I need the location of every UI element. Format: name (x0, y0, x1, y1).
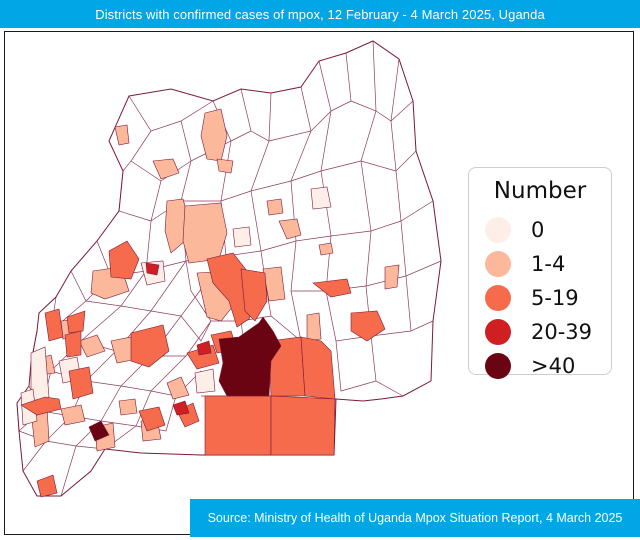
district-5-19 (350, 310, 386, 342)
district-5-19 (240, 268, 268, 322)
district-1-4 (306, 312, 322, 342)
district-20-39 (172, 400, 190, 416)
district-zero (310, 186, 332, 210)
district-5-19 (312, 278, 352, 298)
district-1-4 (182, 202, 228, 264)
district-20-39 (145, 262, 160, 276)
legend-swatch-1-4 (485, 251, 511, 277)
legend-swatch-over-40 (485, 353, 511, 379)
district-1-4 (266, 198, 284, 216)
district-1-4 (262, 266, 286, 302)
district-5-19 (108, 240, 140, 280)
district-1-4 (216, 158, 234, 174)
legend-swatch-5-19 (485, 285, 511, 311)
legend-label-1-4: 1-4 (531, 252, 566, 276)
legend-item-5-19: 5-19 (469, 282, 611, 314)
map-title-banner: Districts with confirmed cases of mpox, … (0, 0, 640, 28)
district-1-4 (152, 158, 180, 180)
district-5-19 (300, 336, 336, 400)
legend-item-0: 0 (469, 214, 611, 246)
district-1-4 (318, 242, 334, 256)
district-over-40 (218, 316, 282, 397)
district-5-19 (36, 474, 58, 498)
legend-label-over-40: >40 (531, 354, 576, 378)
map-legend: Number 0 1-4 5-19 20-39 >40 (468, 167, 612, 379)
district-1-4 (384, 264, 400, 290)
district-fills (20, 108, 400, 498)
district-over-40 (88, 420, 110, 442)
district-5-19 (130, 324, 170, 368)
map-frame: Number 0 1-4 5-19 20-39 >40 (4, 31, 634, 535)
legend-swatch-20-39 (485, 319, 511, 345)
legend-swatch-0 (485, 217, 511, 243)
district-zero (194, 368, 216, 394)
legend-item-20-39: 20-39 (469, 316, 611, 348)
district-1-4 (78, 334, 106, 358)
district-zero (232, 226, 252, 248)
source-text: Source: Ministry of Health of Uganda Mpo… (207, 511, 623, 525)
map-title: Districts with confirmed cases of mpox, … (95, 6, 545, 22)
district-5-19 (44, 308, 64, 342)
legend-title: Number (493, 178, 587, 204)
uganda-district-map (16, 40, 442, 498)
district-1-4 (114, 124, 130, 146)
source-banner: Source: Ministry of Health of Uganda Mpo… (190, 499, 640, 537)
district-5-19 (270, 395, 336, 456)
district-5-19 (64, 330, 82, 358)
legend-item-1-4: 1-4 (469, 248, 611, 280)
district-1-4 (118, 398, 138, 416)
legend-label-0: 0 (531, 218, 545, 242)
district-5-19 (66, 310, 86, 334)
legend-label-20-39: 20-39 (531, 320, 593, 344)
legend-item-over-40: >40 (469, 350, 611, 382)
district-1-4 (60, 404, 86, 426)
district-1-4 (278, 218, 302, 240)
district-5-19 (138, 406, 166, 432)
legend-label-5-19: 5-19 (531, 286, 579, 310)
district-zero (30, 346, 50, 402)
district-5-19 (204, 395, 272, 456)
district-5-19 (68, 366, 94, 400)
district-1-4 (166, 376, 190, 400)
district-5-19 (20, 396, 62, 416)
district-20-39 (196, 340, 212, 356)
